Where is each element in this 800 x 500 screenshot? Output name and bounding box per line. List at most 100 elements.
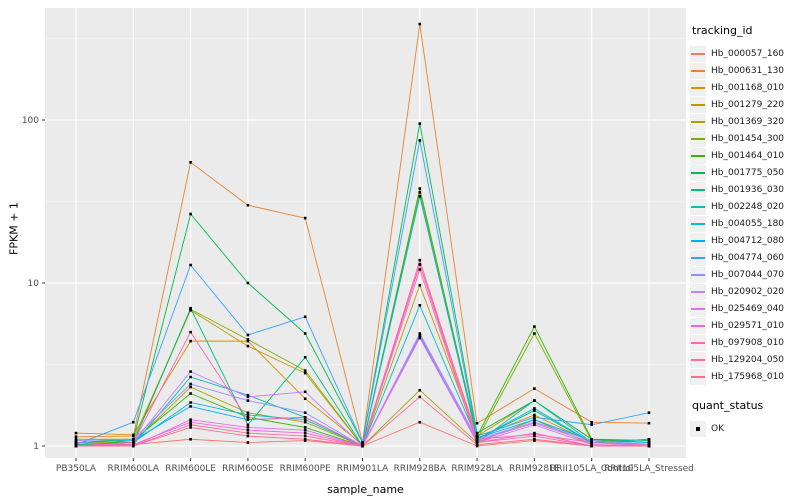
legend-item: Hb_007044_070	[690, 266, 800, 283]
legend-item: Hb_001936_030	[690, 181, 800, 198]
legend-item: Hb_029571_010	[690, 317, 800, 334]
data-point	[246, 333, 250, 337]
data-point	[303, 397, 307, 400]
legend-key-line-icon	[690, 181, 706, 198]
data-point	[418, 195, 422, 198]
legend-item-label: Hb_000057_160	[711, 48, 785, 59]
legend-item: Hb_004774_060	[690, 249, 800, 266]
x-tick-label: RRIM928BA	[394, 464, 447, 474]
data-point	[418, 187, 422, 190]
data-point	[189, 385, 192, 389]
data-point	[246, 434, 250, 438]
legend-item-label: Hb_025469_040	[711, 303, 785, 314]
data-point	[590, 439, 593, 442]
data-point	[189, 423, 192, 427]
legend-key-line-icon	[690, 232, 706, 249]
legend-key-line-icon	[690, 283, 706, 300]
data-point	[361, 444, 364, 448]
data-point	[189, 306, 192, 310]
series-points-group	[74, 22, 651, 448]
data-point	[132, 443, 135, 446]
legend-key-line-icon	[690, 79, 706, 96]
x-tick-label: RRIM928LA	[451, 464, 503, 474]
legend-key-line-icon	[690, 62, 706, 79]
data-point	[189, 420, 192, 424]
legend-key-line-icon	[690, 147, 706, 164]
data-point	[533, 418, 536, 421]
legend-item: Hb_000631_130	[690, 62, 800, 79]
data-point	[246, 203, 250, 207]
legend-tracking-items: Hb_000057_160 Hb_000631_130 Hb_001168_010 H…	[690, 45, 800, 385]
legend: tracking_id Hb_000057_160 Hb_000631_130 Hb…	[690, 24, 800, 437]
data-point	[418, 332, 422, 335]
data-point	[647, 444, 651, 448]
data-point	[475, 434, 479, 438]
legend-tracking-id-title: tracking_id	[692, 24, 753, 37]
legend-item-label: Hb_097908_010	[711, 337, 785, 348]
data-point	[533, 387, 536, 390]
legend-item-label: OK	[711, 423, 724, 434]
data-point	[475, 431, 479, 435]
data-point	[189, 161, 192, 164]
y-tick-label: 100	[22, 116, 39, 126]
data-point	[246, 339, 250, 343]
legend-item-label: Hb_029571_010	[711, 320, 785, 331]
data-point	[246, 411, 250, 414]
legend-item: Hb_001369_320	[690, 113, 800, 130]
data-point	[418, 333, 422, 337]
data-point	[361, 441, 364, 444]
data-point	[418, 335, 422, 338]
legend-item: Hb_001464_010	[690, 147, 800, 164]
legend-key-line-icon	[690, 300, 706, 317]
legend-key-line-icon	[690, 130, 706, 147]
x-tick-label: RRIM600LA	[108, 464, 160, 474]
data-point	[246, 431, 250, 435]
data-point	[246, 393, 250, 397]
legend-item-label: Hb_000631_130	[711, 65, 785, 76]
data-point	[74, 439, 78, 442]
legend-key-line-icon	[690, 113, 706, 130]
legend-key-line-icon	[690, 45, 706, 62]
legend-item: Hb_175968_010	[690, 368, 800, 385]
data-point	[303, 416, 307, 419]
y-tick-label: 1	[33, 442, 39, 452]
legend-key-line-icon	[690, 96, 706, 113]
data-point	[246, 344, 250, 348]
data-point	[361, 443, 364, 446]
legend-item-label: Hb_001775_050	[711, 167, 785, 178]
legend-key-line-icon	[690, 215, 706, 232]
legend-item-label: Hb_004055_180	[711, 218, 785, 229]
legend-key-line-icon	[690, 266, 706, 283]
data-point	[189, 405, 192, 408]
data-point	[533, 399, 536, 402]
data-point	[189, 392, 192, 395]
x-tick-label: RRIM928LE	[509, 464, 560, 474]
data-point	[475, 444, 479, 448]
legend-item: Hb_000057_160	[690, 45, 800, 62]
data-point	[132, 433, 135, 437]
data-point	[418, 336, 422, 340]
data-point	[303, 431, 307, 435]
data-point	[533, 433, 536, 436]
legend-item-label: Hb_001168_010	[711, 82, 785, 93]
data-point	[590, 441, 593, 444]
data-point	[418, 395, 422, 399]
legend-item-label: Hb_175968_010	[711, 371, 785, 382]
data-point	[418, 122, 422, 125]
legend-key-line-icon	[690, 164, 706, 181]
data-point	[246, 399, 250, 402]
y-axis-label: FPKM + 1	[7, 202, 21, 255]
data-point	[475, 421, 479, 425]
data-point	[533, 423, 536, 427]
legend-item: Hb_002248_020	[690, 198, 800, 215]
legend-item: Hb_025469_040	[690, 300, 800, 317]
legend-item-label: Hb_001454_300	[711, 133, 785, 144]
data-point	[246, 395, 250, 399]
legend-key-line-icon	[690, 198, 706, 215]
data-point	[418, 283, 422, 287]
data-point	[533, 421, 536, 425]
data-point	[590, 420, 593, 424]
data-point	[418, 22, 422, 26]
data-point	[189, 382, 192, 386]
legend-item-label: Hb_020902_020	[711, 286, 785, 297]
